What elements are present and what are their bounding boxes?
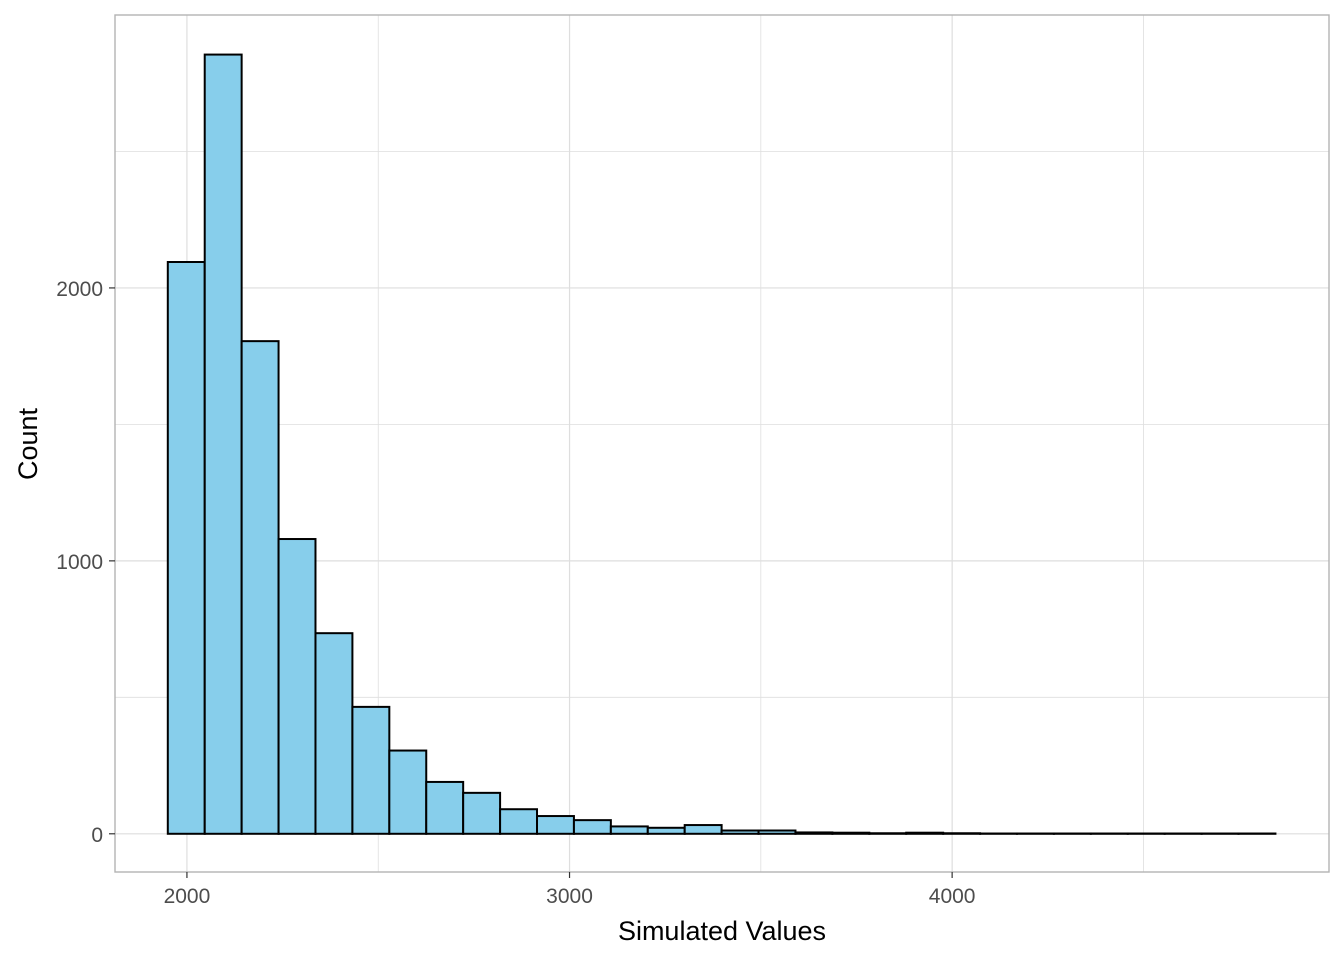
histogram-bar (425, 780, 465, 835)
histogram-bar (905, 831, 945, 835)
histogram-bar (388, 749, 428, 835)
histogram-bar (942, 832, 982, 835)
histogram-bar (314, 632, 354, 835)
histogram-bar (203, 53, 243, 835)
histogram-bar (572, 819, 612, 835)
panel-border (114, 14, 1330, 873)
histogram-bar (720, 829, 760, 835)
histogram-bar (351, 705, 391, 835)
histogram-bar (646, 826, 686, 835)
x-tick-label: 2000 (164, 885, 211, 908)
y-tick-label: 1000 (56, 551, 103, 574)
y-tick-label: 2000 (56, 278, 103, 301)
x-tick-label: 3000 (546, 885, 593, 908)
y-axis-title: Count (13, 407, 43, 480)
histogram-bar (794, 831, 834, 835)
x-tick-label: 4000 (929, 885, 976, 908)
histogram-bar (499, 808, 539, 835)
histogram-bar (462, 791, 502, 835)
histogram-bar (757, 829, 797, 835)
histogram-bar (166, 261, 206, 835)
y-axis-ticks: 0 1000 2000 (56, 278, 115, 847)
histogram-bar (831, 831, 871, 835)
histogram-bar (277, 538, 317, 835)
histogram-bar (609, 825, 649, 835)
x-axis-title: Simulated Values (618, 916, 826, 946)
histogram-bar (683, 824, 723, 835)
y-tick-label: 0 (91, 824, 103, 847)
histogram-bar (240, 340, 280, 835)
histogram-bar (536, 815, 575, 835)
histogram-bars (166, 53, 1277, 835)
x-axis-ticks: 2000 3000 4000 (164, 872, 976, 908)
histogram-bar (868, 832, 908, 835)
